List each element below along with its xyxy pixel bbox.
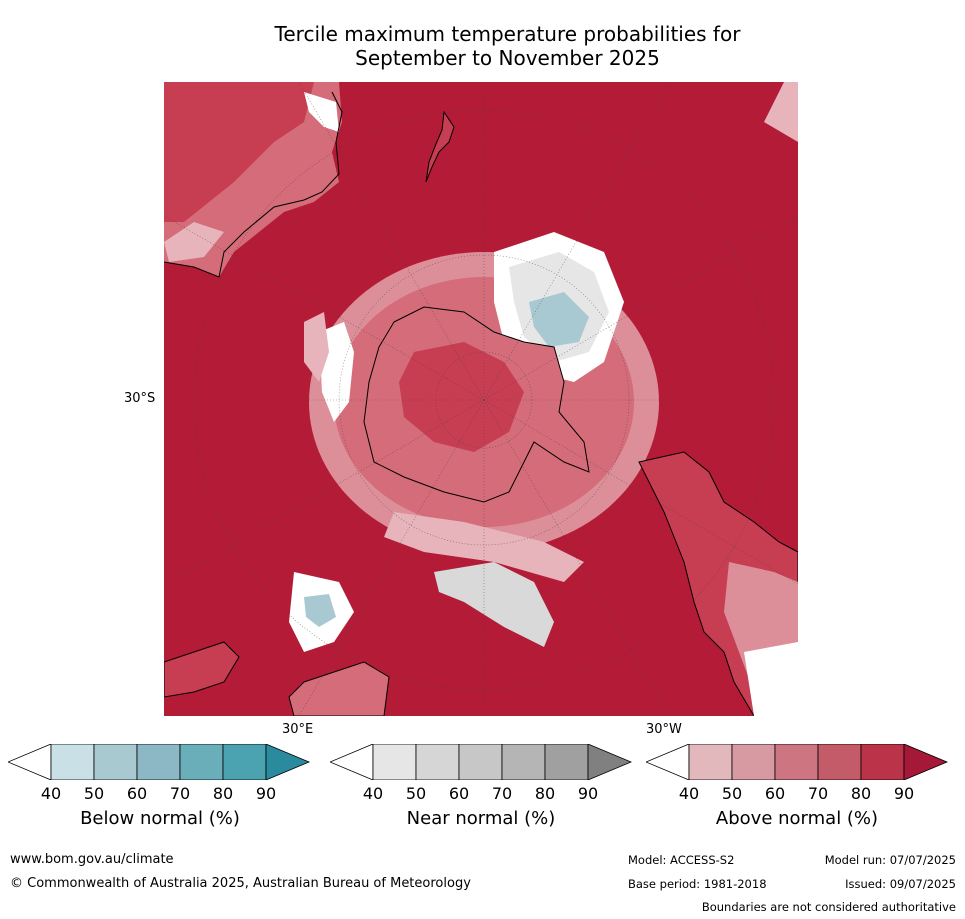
above-colorbar-extend-low: [646, 744, 690, 780]
probability-map: [164, 82, 798, 716]
near-tick-label: 50: [405, 784, 427, 803]
above-colorbar-extend-high: [903, 744, 949, 780]
above-colorbar-segment-5: [860, 744, 905, 780]
footer-url[interactable]: www.bom.gov.au/climate: [10, 852, 174, 867]
africa-below-patch: [304, 594, 336, 627]
near-tick-label: 70: [491, 784, 513, 803]
lon-label-30e: 30°E: [282, 722, 314, 737]
near-colorbar-segment-1: [372, 744, 417, 780]
australia-inner-shade: [164, 82, 314, 222]
colorbar-near-segments: [330, 744, 633, 780]
lower-near-normal: [434, 562, 554, 647]
madagascar: [288, 661, 390, 716]
australia-coast-pale: [164, 222, 224, 262]
footer-copyright: © Commonwealth of Australia 2025, Austra…: [10, 876, 471, 891]
south-america-east-pale: [764, 82, 798, 142]
above-tick-label: 80: [850, 784, 872, 803]
below-tick-label: 60: [126, 784, 148, 803]
colorbar-above-segments: [646, 744, 949, 780]
colorbar-title-above: Above normal (%): [715, 808, 879, 829]
footer-model: Model: ACCESS-S2: [628, 853, 735, 867]
above-colorbar-segment-2: [731, 744, 776, 780]
near-tick-label: 90: [577, 784, 599, 803]
above-colorbar-segment-4: [817, 744, 862, 780]
colorbar-below-normal: [8, 744, 311, 780]
colorbar-above-normal: [646, 744, 949, 780]
colorbar-title-near: Near normal (%): [406, 808, 556, 829]
ring-pale-left: [304, 312, 329, 382]
lon-label-30w: 30°W: [646, 722, 682, 737]
below-colorbar-segment-2: [93, 744, 138, 780]
below-tick-label: 50: [83, 784, 105, 803]
above-tick-label: 60: [764, 784, 786, 803]
ticks-below-normal: 40 50 60 70 80 90: [8, 784, 312, 804]
colorbar-title-below: Below normal (%): [80, 808, 240, 829]
below-tick-label: 70: [169, 784, 191, 803]
below-colorbar-segment-5: [222, 744, 267, 780]
below-tick-label: 90: [255, 784, 277, 803]
below-colorbar-segment-4: [179, 744, 224, 780]
above-tick-label: 90: [893, 784, 915, 803]
above-tick-label: 50: [721, 784, 743, 803]
australia-white-patch: [304, 92, 339, 132]
ticks-near-normal: 40 50 60 70 80 90: [330, 784, 634, 804]
near-colorbar-segment-4: [501, 744, 546, 780]
map-title: Tercile maximum temperature probabilitie…: [160, 22, 855, 70]
below-colorbar-extend-high: [265, 744, 311, 780]
near-colorbar-segment-3: [458, 744, 503, 780]
colorbar-near-normal: [330, 744, 633, 780]
above-tick-label: 70: [807, 784, 829, 803]
near-colorbar-segment-5: [544, 744, 589, 780]
lat-label-30s: 30°S: [124, 391, 156, 406]
below-colorbar-extend-low: [8, 744, 52, 780]
below-tick-label: 40: [40, 784, 62, 803]
above-tick-label: 40: [678, 784, 700, 803]
title-line-2: September to November 2025: [355, 46, 660, 70]
australia-coastline: [164, 91, 343, 278]
footer-disclaimer: Boundaries are not considered authoritat…: [701, 900, 956, 914]
above-colorbar-segment-1: [688, 744, 733, 780]
below-colorbar-segment-3: [136, 744, 181, 780]
near-tick-label: 40: [362, 784, 384, 803]
antarctica-inner: [399, 342, 524, 452]
ticks-above-normal: 40 50 60 70 80 90: [646, 784, 950, 804]
near-colorbar-extend-high: [587, 744, 633, 780]
footer-model-run: Model run: 07/07/2025: [824, 853, 956, 867]
new-zealand: [425, 110, 455, 183]
footer-base-period: Base period: 1981-2018: [628, 877, 767, 891]
near-tick-label: 60: [448, 784, 470, 803]
footer-issued: Issued: 09/07/2025: [845, 877, 956, 891]
graticule: [164, 82, 798, 716]
below-normal-patch: [529, 292, 589, 347]
africa-landmass: [164, 641, 240, 698]
below-colorbar-segment-1: [50, 744, 95, 780]
south-america-white: [744, 642, 798, 716]
title-line-1: Tercile maximum temperature probabilitie…: [274, 22, 741, 46]
near-colorbar-extend-low: [330, 744, 374, 780]
below-tick-label: 80: [212, 784, 234, 803]
near-tick-label: 80: [534, 784, 556, 803]
near-colorbar-segment-2: [415, 744, 460, 780]
colorbar-below-segments: [8, 744, 311, 780]
above-colorbar-segment-3: [774, 744, 819, 780]
